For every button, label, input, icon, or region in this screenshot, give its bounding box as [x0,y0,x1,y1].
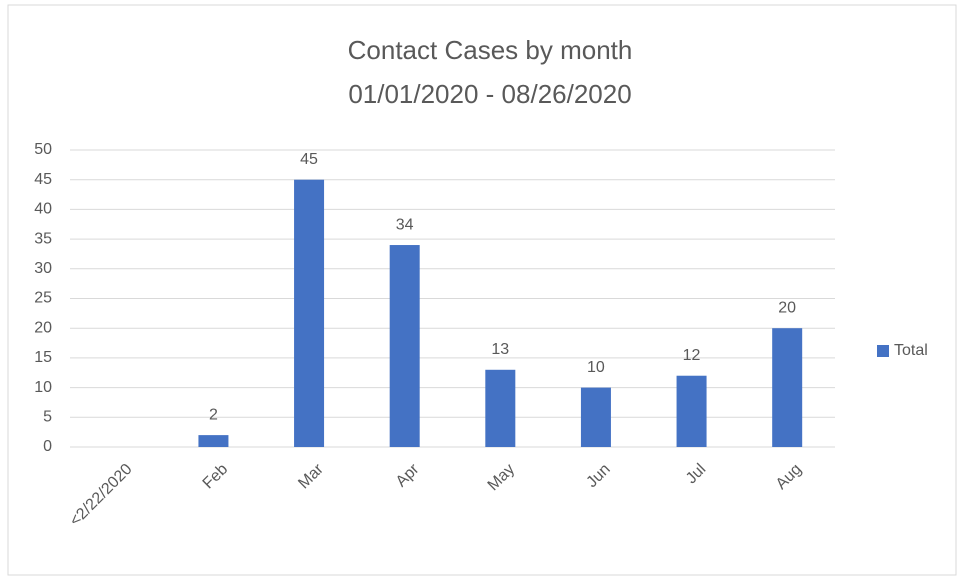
chart-frame [7,4,957,576]
y-tick-label: 5 [43,409,52,426]
chart-title: Contact Cases by month [348,35,633,65]
y-tick-label: 30 [34,260,52,277]
y-tick-label: 20 [34,319,52,336]
y-tick-label: 25 [34,290,52,307]
bar [580,387,611,447]
bar [389,245,420,447]
chart-subtitle: 01/01/2020 - 08/26/2020 [348,79,631,109]
data-label: 10 [587,359,605,376]
legend-label: Total [894,342,928,359]
bar [772,328,803,447]
bar [294,179,325,447]
y-tick-label: 0 [43,438,52,455]
legend-swatch [877,345,889,357]
y-tick-label: 35 [34,230,52,247]
data-label: 12 [683,347,701,364]
data-label: 20 [778,299,796,316]
bar [676,375,707,447]
data-label: 34 [396,216,414,233]
data-label: 45 [300,151,318,168]
y-tick-label: 50 [34,141,52,158]
bar [485,369,516,447]
y-tick-label: 10 [34,379,52,396]
data-label: 2 [209,406,218,423]
y-tick-label: 40 [34,201,52,218]
data-label: 13 [491,341,509,358]
bar [198,435,229,447]
y-tick-label: 45 [34,171,52,188]
y-tick-label: 15 [34,349,52,366]
